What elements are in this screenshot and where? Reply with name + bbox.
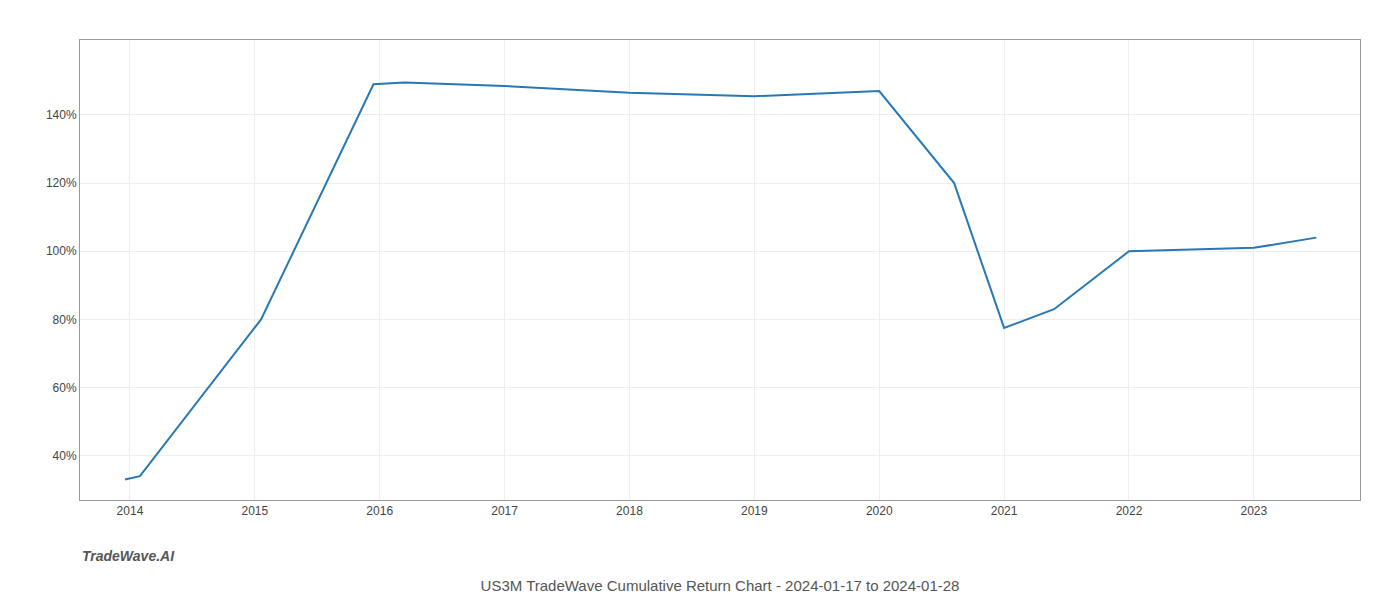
svg-text:80%: 80% — [53, 313, 77, 327]
svg-text:2017: 2017 — [491, 504, 518, 518]
svg-text:2018: 2018 — [616, 504, 643, 518]
svg-text:2022: 2022 — [1116, 504, 1143, 518]
svg-text:2014: 2014 — [117, 504, 144, 518]
svg-text:2016: 2016 — [366, 504, 393, 518]
svg-text:2021: 2021 — [991, 504, 1018, 518]
svg-text:TradeWave.AI: TradeWave.AI — [82, 548, 175, 564]
svg-text:US3M TradeWave Cumulative Retu: US3M TradeWave Cumulative Return Chart -… — [481, 577, 960, 594]
svg-text:2015: 2015 — [241, 504, 268, 518]
svg-text:2020: 2020 — [866, 504, 893, 518]
svg-text:140%: 140% — [46, 108, 77, 122]
svg-text:100%: 100% — [46, 244, 77, 258]
svg-text:60%: 60% — [53, 381, 77, 395]
svg-text:40%: 40% — [53, 449, 77, 463]
svg-text:120%: 120% — [46, 176, 77, 190]
svg-text:2019: 2019 — [741, 504, 768, 518]
svg-text:2023: 2023 — [1240, 504, 1267, 518]
